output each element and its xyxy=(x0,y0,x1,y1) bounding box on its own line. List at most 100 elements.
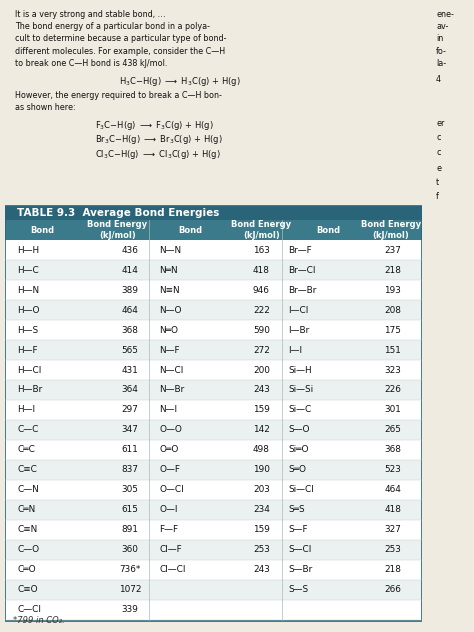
Text: H—C: H—C xyxy=(17,265,39,275)
Text: 163: 163 xyxy=(253,246,270,255)
Text: 175: 175 xyxy=(384,325,401,334)
Text: 498: 498 xyxy=(253,446,270,454)
Text: ene-: ene- xyxy=(436,10,454,19)
Text: 218: 218 xyxy=(384,565,401,574)
Bar xyxy=(5,360,422,380)
Text: Si—C: Si—C xyxy=(288,406,311,415)
Text: N—N: N—N xyxy=(159,246,181,255)
Text: C═N: C═N xyxy=(17,506,36,514)
Bar xyxy=(5,520,422,540)
Text: C═C: C═C xyxy=(17,446,35,454)
Text: S═S: S═S xyxy=(288,506,305,514)
Text: S—F: S—F xyxy=(288,525,308,534)
Text: 837: 837 xyxy=(121,465,138,475)
Text: N═O: N═O xyxy=(159,325,178,334)
Text: 297: 297 xyxy=(121,406,138,415)
Text: 222: 222 xyxy=(253,306,270,315)
Text: O—O: O—O xyxy=(159,425,182,434)
Text: Bond Energy
(kJ/mol): Bond Energy (kJ/mol) xyxy=(361,220,420,240)
Text: 253: 253 xyxy=(253,545,270,554)
Text: Cl$_3$C$-$H(g) $\longrightarrow$ Cl$_3$C(g) + H(g): Cl$_3$C$-$H(g) $\longrightarrow$ Cl$_3$C… xyxy=(95,148,220,161)
Text: c: c xyxy=(436,133,440,142)
Text: C≡O: C≡O xyxy=(17,585,38,594)
Text: *799 in CO₂.: *799 in CO₂. xyxy=(13,616,65,625)
Text: N═N: N═N xyxy=(159,265,178,275)
Text: H—I: H—I xyxy=(17,406,36,415)
Text: 736*: 736* xyxy=(119,565,141,574)
Text: N—Cl: N—Cl xyxy=(159,365,183,375)
Text: 611: 611 xyxy=(121,446,138,454)
Text: H—O: H—O xyxy=(17,306,40,315)
Bar xyxy=(5,560,422,580)
Text: The bond energy of a particular bond in a polya-: The bond energy of a particular bond in … xyxy=(15,22,210,31)
Bar xyxy=(5,420,422,440)
Text: 590: 590 xyxy=(253,325,270,334)
Text: C—N: C—N xyxy=(17,485,39,494)
Text: Br$_3$C$-$H(g) $\longrightarrow$ Br$_3$C(g) + H(g): Br$_3$C$-$H(g) $\longrightarrow$ Br$_3$C… xyxy=(95,133,222,147)
Bar xyxy=(5,540,422,560)
Text: 237: 237 xyxy=(384,246,401,255)
Text: Br—F: Br—F xyxy=(288,246,312,255)
Text: S—O: S—O xyxy=(288,425,310,434)
Text: N—Br: N—Br xyxy=(159,386,184,394)
Text: 200: 200 xyxy=(253,365,270,375)
Text: 190: 190 xyxy=(253,465,270,475)
Bar xyxy=(5,280,422,300)
Text: av-: av- xyxy=(436,22,448,31)
Bar xyxy=(5,380,422,400)
Text: 347: 347 xyxy=(121,425,138,434)
Text: 891: 891 xyxy=(121,525,138,534)
Text: 142: 142 xyxy=(253,425,270,434)
Text: 151: 151 xyxy=(384,346,401,355)
Text: O═O: O═O xyxy=(159,446,178,454)
Text: 389: 389 xyxy=(121,286,138,295)
Text: Bond Energy
(kJ/mol): Bond Energy (kJ/mol) xyxy=(87,220,147,240)
Bar xyxy=(5,240,422,260)
Text: 159: 159 xyxy=(253,525,270,534)
Text: I—Cl: I—Cl xyxy=(288,306,309,315)
Bar xyxy=(5,206,422,220)
Text: 4: 4 xyxy=(436,75,441,84)
Text: er: er xyxy=(436,119,445,128)
Bar xyxy=(5,460,422,480)
Text: C═O: C═O xyxy=(17,565,36,574)
Bar xyxy=(5,580,422,600)
Text: Cl—Cl: Cl—Cl xyxy=(159,565,185,574)
Text: 253: 253 xyxy=(384,545,401,554)
Text: la-: la- xyxy=(436,59,446,68)
Bar xyxy=(5,400,422,420)
Text: 218: 218 xyxy=(384,265,401,275)
Text: Bond: Bond xyxy=(178,226,202,234)
Text: 418: 418 xyxy=(384,506,401,514)
Text: c: c xyxy=(436,148,440,157)
Text: S—Cl: S—Cl xyxy=(288,545,311,554)
Text: N—F: N—F xyxy=(159,346,180,355)
Text: H—N: H—N xyxy=(17,286,39,295)
Bar xyxy=(5,600,422,620)
Text: C≡C: C≡C xyxy=(17,465,37,475)
Text: 323: 323 xyxy=(384,365,401,375)
Text: 159: 159 xyxy=(253,406,270,415)
Text: Bond: Bond xyxy=(316,226,340,234)
Text: H—S: H—S xyxy=(17,325,38,334)
Text: N≡N: N≡N xyxy=(159,286,180,295)
Text: 368: 368 xyxy=(121,325,138,334)
Text: Br—Cl: Br—Cl xyxy=(288,265,316,275)
Text: 339: 339 xyxy=(121,605,138,614)
Text: C—Cl: C—Cl xyxy=(17,605,41,614)
Text: F—F: F—F xyxy=(159,525,178,534)
Bar xyxy=(5,300,422,320)
Bar xyxy=(5,480,422,500)
Text: f: f xyxy=(436,192,439,201)
Text: cult to determine because a particular type of bond-: cult to determine because a particular t… xyxy=(15,34,227,44)
Text: 364: 364 xyxy=(121,386,138,394)
Text: H—Br: H—Br xyxy=(17,386,43,394)
Text: 305: 305 xyxy=(121,485,138,494)
Text: Si—Cl: Si—Cl xyxy=(288,485,314,494)
Text: N—I: N—I xyxy=(159,406,177,415)
Text: 272: 272 xyxy=(253,346,270,355)
Text: fo-: fo- xyxy=(436,47,447,56)
Text: to break one C—H bond is 438 kJ/mol.: to break one C—H bond is 438 kJ/mol. xyxy=(15,59,167,68)
Text: C—O: C—O xyxy=(17,545,39,554)
Text: 226: 226 xyxy=(384,386,401,394)
